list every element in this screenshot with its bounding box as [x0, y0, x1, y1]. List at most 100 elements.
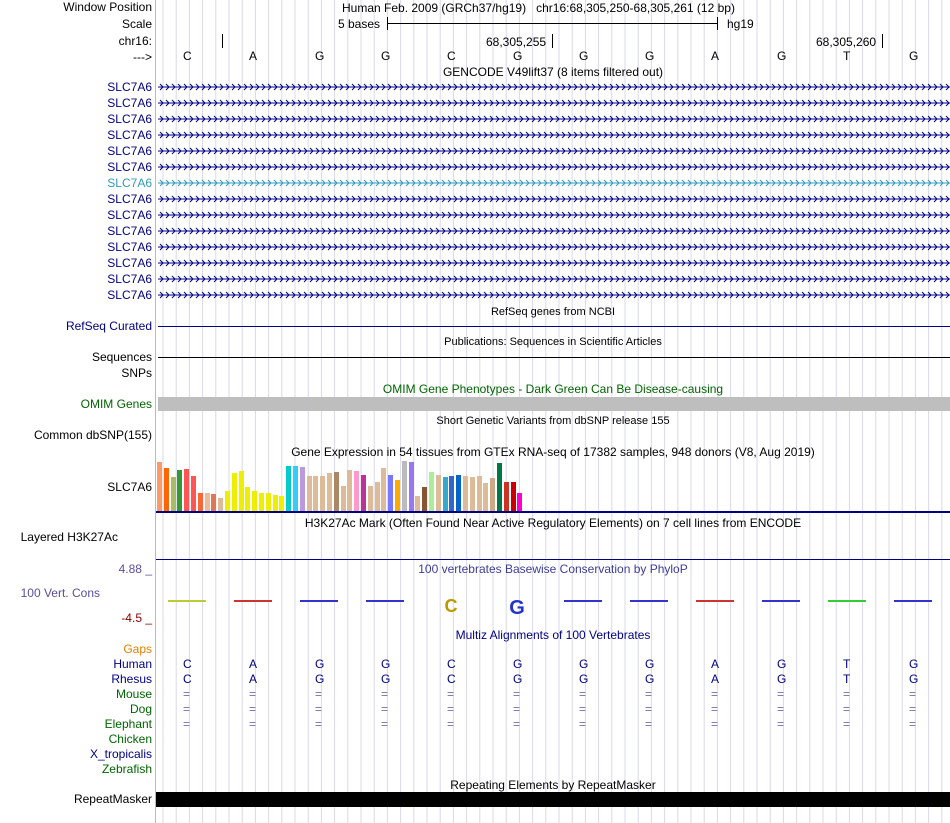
gencode-gene-label[interactable]: SLC7A6	[107, 80, 152, 94]
gtex-tissue-bar[interactable]	[225, 491, 230, 511]
gtex-tissue-bar[interactable]	[415, 496, 421, 511]
gtex-title[interactable]: Gene Expression in 54 tissues from GTEx …	[291, 445, 815, 459]
h3k27ac-title[interactable]: H3K27Ac Mark (Often Found Near Active Re…	[304, 516, 802, 530]
snps-label[interactable]: SNPs	[121, 366, 152, 380]
gtex-tissue-bar[interactable]	[218, 498, 224, 511]
gencode-gene-label[interactable]: SLC7A6	[107, 128, 152, 142]
gtex-tissue-bar[interactable]	[367, 486, 373, 511]
gtex-tissue-bar[interactable]	[463, 476, 468, 511]
gencode-gene-label[interactable]: SLC7A6	[107, 160, 152, 174]
gtex-tissue-bar[interactable]	[238, 471, 244, 511]
sequences-label[interactable]: Sequences	[91, 350, 152, 364]
gtex-tissue-bar[interactable]	[490, 478, 496, 511]
gtex-tissue-bar[interactable]	[197, 493, 203, 511]
gtex-tissue-bar[interactable]	[517, 493, 523, 511]
gencode-gene-label[interactable]: SLC7A6	[107, 240, 152, 254]
gencode-gene-label[interactable]: SLC7A6	[107, 208, 152, 222]
gencode-gene-label[interactable]: SLC7A6	[107, 224, 152, 238]
gencode-gene-label[interactable]: SLC7A6	[107, 144, 152, 158]
refseq-label[interactable]: RefSeq Curated	[65, 319, 152, 333]
gtex-tissue-bar[interactable]	[483, 483, 489, 511]
gtex-tissue-bar[interactable]	[204, 493, 210, 511]
gtex-tissue-bar[interactable]	[259, 493, 264, 511]
gtex-tissue-bar[interactable]	[354, 471, 360, 511]
gtex-tissue-bar[interactable]	[245, 487, 251, 511]
gtex-tissue-bar[interactable]	[279, 496, 285, 511]
gtex-tissue-bar[interactable]	[476, 476, 482, 511]
species-label-gaps[interactable]: Gaps	[123, 642, 152, 656]
species-label-x_tropicalis[interactable]: X_tropicalis	[89, 747, 152, 761]
gtex-tissue-bar[interactable]	[449, 476, 455, 511]
gencode-transcripts[interactable]	[156, 0, 950, 310]
gtex-tissue-bar[interactable]	[170, 477, 176, 511]
gtex-tissue-bar[interactable]	[163, 468, 169, 511]
gtex-tissue-bar[interactable]	[374, 482, 380, 511]
gtex-tissue-bar[interactable]	[272, 495, 278, 511]
gtex-tissue-bar[interactable]	[429, 472, 434, 511]
gtex-tissue-bar[interactable]	[327, 473, 332, 511]
gencode-gene-label[interactable]: SLC7A6	[107, 288, 152, 302]
gtex-bar-chart[interactable]	[157, 461, 557, 511]
gtex-tissue-bar[interactable]	[293, 466, 298, 511]
gtex-tissue-bar[interactable]	[286, 466, 292, 511]
publications-title[interactable]: Publications: Sequences in Scientific Ar…	[444, 336, 662, 348]
position-text[interactable]: chr16:68,305,250-68,305,261 (12 bp)	[536, 1, 735, 15]
dbsnp-title[interactable]: Short Genetic Variants from dbSNP releas…	[436, 415, 670, 427]
gencode-gene-label[interactable]: SLC7A6	[107, 272, 152, 286]
repeatmasker-bar[interactable]	[156, 792, 950, 807]
gtex-tissue-bar[interactable]	[395, 480, 400, 511]
gtex-tissue-bar[interactable]	[299, 467, 305, 511]
gtex-tissue-bar[interactable]	[211, 494, 217, 511]
gtex-tissue-bar[interactable]	[510, 482, 516, 511]
species-label-zebrafish[interactable]: Zebrafish	[101, 762, 152, 776]
gtex-label[interactable]: SLC7A6	[107, 480, 152, 494]
gtex-tissue-bar[interactable]	[184, 469, 190, 511]
gtex-tissue-bar[interactable]	[313, 476, 319, 511]
gtex-tissue-bar[interactable]	[347, 470, 353, 511]
gencode-gene-label[interactable]: SLC7A6	[107, 256, 152, 270]
gtex-tissue-bar[interactable]	[306, 476, 312, 511]
gtex-tissue-bar[interactable]	[456, 475, 462, 511]
gencode-gene-label[interactable]: SLC7A6	[107, 192, 152, 206]
gtex-tissue-bar[interactable]	[408, 462, 414, 511]
omim-title[interactable]: OMIM Gene Phenotypes - Dark Green Can Be…	[382, 382, 724, 396]
gencode-gene-label[interactable]: SLC7A6	[107, 176, 152, 190]
omim-bar[interactable]	[158, 397, 950, 411]
gtex-tissue-bar[interactable]	[422, 487, 428, 511]
gtex-tissue-bar[interactable]	[191, 476, 196, 511]
gtex-tissue-bar[interactable]	[435, 475, 441, 511]
gtex-tissue-bar[interactable]	[503, 482, 509, 511]
species-label-elephant[interactable]: Elephant	[104, 717, 152, 731]
gencode-gene-label[interactable]: SLC7A6	[107, 96, 152, 110]
species-label-rhesus[interactable]: Rhesus	[111, 672, 152, 686]
gtex-tissue-bar[interactable]	[252, 491, 258, 511]
omim-label[interactable]: OMIM Genes	[80, 397, 152, 411]
gtex-tissue-bar[interactable]	[177, 470, 183, 511]
gtex-tissue-bar[interactable]	[381, 468, 387, 511]
gtex-tissue-bar[interactable]	[157, 462, 162, 511]
species-label-chicken[interactable]: Chicken	[108, 732, 152, 746]
repeatmasker-label[interactable]: RepeatMasker	[73, 792, 152, 806]
species-label-human[interactable]: Human	[113, 657, 152, 671]
species-label-mouse[interactable]: Mouse	[115, 687, 152, 701]
gtex-tissue-bar[interactable]	[333, 472, 339, 511]
phylop-title[interactable]: 100 vertebrates Basewise Conservation by…	[418, 562, 688, 576]
refseq-title[interactable]: RefSeq genes from NCBI	[490, 306, 616, 318]
gtex-tissue-bar[interactable]	[401, 461, 407, 511]
phylop-label[interactable]: 100 Vert. Cons	[20, 586, 100, 600]
gtex-tissue-bar[interactable]	[231, 473, 237, 511]
gtex-tissue-bar[interactable]	[361, 475, 366, 511]
gtex-tissue-bar[interactable]	[442, 477, 448, 511]
species-label-dog[interactable]: Dog	[129, 702, 152, 716]
gtex-tissue-bar[interactable]	[320, 476, 326, 511]
gtex-tissue-bar[interactable]	[265, 493, 271, 511]
h3k27ac-label[interactable]: Layered H3K27Ac	[20, 530, 118, 544]
gtex-tissue-bar[interactable]	[497, 463, 502, 511]
multiz-title[interactable]: Multiz Alignments of 100 Vertebrates	[455, 628, 651, 642]
gtex-tissue-bar[interactable]	[340, 486, 346, 511]
repeatmasker-title[interactable]: Repeating Elements by RepeatMasker	[450, 778, 656, 792]
gencode-title[interactable]: GENCODE V49lift37 (8 items filtered out)	[442, 65, 664, 79]
gtex-tissue-bar[interactable]	[469, 477, 475, 511]
dbsnp-label[interactable]: Common dbSNP(155)	[33, 428, 152, 442]
gencode-gene-label[interactable]: SLC7A6	[107, 112, 152, 126]
